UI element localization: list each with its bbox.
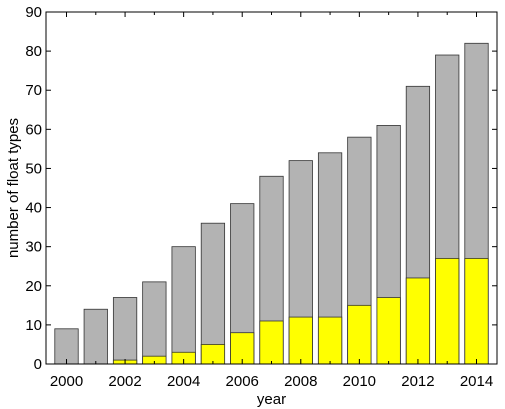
highlighted-bar-2010 (347, 304, 372, 365)
y-tick-label-10: 10 (25, 317, 42, 334)
highlighted-bar-2011 (376, 297, 401, 365)
total-bar-2004 (171, 246, 196, 365)
y-tick-label-0: 0 (34, 356, 42, 373)
x-tick-label-2014: 2014 (460, 373, 493, 390)
highlighted-bars-group (112, 257, 489, 365)
x-axis-label: year (257, 391, 286, 408)
total-bar-2002 (112, 297, 138, 365)
y-tick-label-40: 40 (25, 200, 42, 217)
y-tick-label-70: 70 (25, 82, 42, 99)
highlighted-bar-2014 (464, 257, 489, 365)
x-axis: 2000 2002 2004 2006 2008 2010 2012 2014 (50, 12, 493, 390)
total-bar-2000 (54, 328, 79, 365)
x-tick-label-2004: 2004 (167, 373, 200, 390)
x-tick-label-2008: 2008 (284, 373, 317, 390)
highlighted-bar-2007 (259, 320, 284, 365)
y-axis-label: number of float types (5, 118, 22, 258)
total-bar-2001 (83, 308, 108, 365)
x-tick-label-2012: 2012 (401, 373, 434, 390)
x-tick-label-2010: 2010 (343, 373, 376, 390)
x-tick-label-2002: 2002 (108, 373, 141, 390)
x-tick-label-2000: 2000 (50, 373, 83, 390)
y-tick-label-20: 20 (25, 278, 42, 295)
highlighted-bar-2009 (317, 316, 343, 365)
y-tick-label-80: 80 (25, 43, 42, 60)
y-tick-label-50: 50 (25, 160, 42, 177)
total-bar-2003 (142, 281, 167, 365)
highlighted-bar-2013 (435, 257, 460, 365)
y-tick-label-30: 30 (25, 239, 42, 256)
y-axis: 0 10 20 30 40 50 60 70 80 90 (25, 4, 497, 373)
highlighted-bar-2008 (288, 316, 313, 365)
x-tick-label-2006: 2006 (226, 373, 259, 390)
highlighted-bar-2012 (405, 277, 431, 365)
y-tick-label-60: 60 (25, 121, 42, 138)
total-bar-2005 (200, 222, 226, 365)
y-tick-label-90: 90 (25, 4, 42, 21)
total-bars-group (54, 42, 489, 365)
